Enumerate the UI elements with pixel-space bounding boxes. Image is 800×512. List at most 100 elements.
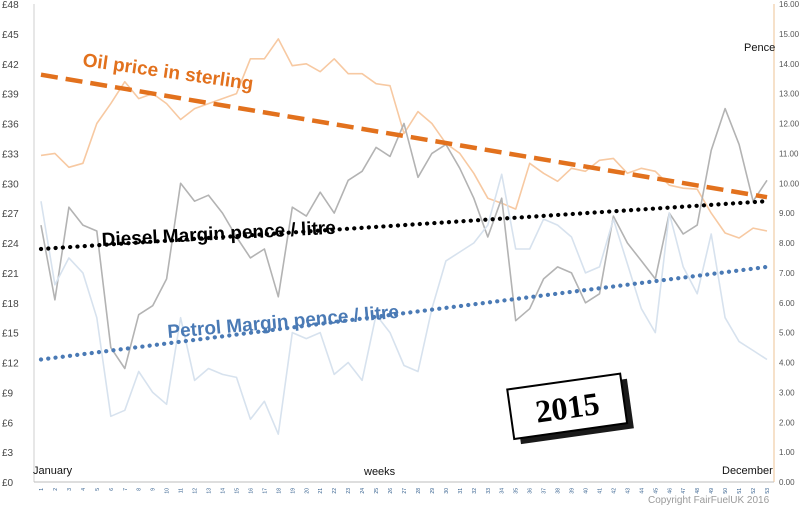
left-tick-label: £42 bbox=[2, 60, 19, 71]
right-tick-label: 7.00 bbox=[779, 269, 795, 278]
right-tick-label: 3.00 bbox=[779, 388, 795, 397]
oil-price-in-sterling-series-line bbox=[40, 38, 768, 239]
left-tick-label: £36 bbox=[2, 120, 19, 131]
right-tick-label: 14.00 bbox=[779, 60, 800, 69]
week-tick-label: 1 bbox=[39, 488, 45, 491]
week-tick-label: 37 bbox=[542, 488, 548, 494]
week-tick-label: 45 bbox=[653, 488, 659, 494]
week-tick-label: 20 bbox=[304, 488, 310, 494]
petrol-trend-label: Petrol Margin pence / litre bbox=[167, 302, 400, 343]
week-tick-label: 32 bbox=[472, 488, 478, 494]
right-tick-label: 12.00 bbox=[779, 120, 800, 129]
week-tick-label: 25 bbox=[374, 488, 380, 494]
copyright-text: Copyright FairFuelUK 2016 bbox=[648, 495, 770, 506]
week-axis-ticks: 1 2 3 4 5 6 7 8 9 10 11 12 13 14 15 16 17 18 19 20 21 22 23 24 2… bbox=[39, 488, 771, 494]
series-lines bbox=[40, 38, 768, 436]
diesel-trend-label: Diesel Margin pence / litre bbox=[101, 218, 336, 251]
week-tick-label: 39 bbox=[570, 488, 576, 494]
week-tick-label: 27 bbox=[402, 488, 408, 494]
week-tick-label: 52 bbox=[751, 488, 757, 494]
right-tick-label: 5.00 bbox=[779, 329, 795, 338]
right-tick-label: 16.00 bbox=[779, 0, 800, 9]
left-tick-label: £33 bbox=[2, 149, 19, 160]
left-tick-label: £48 bbox=[2, 0, 19, 11]
trend-lines bbox=[38, 72, 770, 362]
week-tick-label: 50 bbox=[723, 488, 729, 494]
left-tick-label: £45 bbox=[2, 30, 19, 41]
right-tick-label: 2.00 bbox=[779, 418, 795, 427]
week-tick-label: 43 bbox=[625, 488, 631, 494]
week-tick-label: 19 bbox=[290, 488, 296, 494]
left-tick-label: £39 bbox=[2, 90, 19, 101]
left-tick-label: £27 bbox=[2, 209, 19, 220]
diesel-margin-pence-litre-trendline bbox=[38, 199, 770, 252]
week-tick-label: 6 bbox=[109, 488, 115, 491]
week-tick-label: 17 bbox=[262, 488, 268, 494]
left-tick-label: £15 bbox=[2, 329, 19, 340]
right-axis-ticks: 0.00 1.00 2.00 3.00 4.00 5.00 6.00 7.00 8.00 9.00… bbox=[779, 0, 800, 487]
week-tick-label: 15 bbox=[234, 488, 240, 494]
week-tick-label: 9 bbox=[151, 488, 157, 491]
week-tick-label: 4 bbox=[81, 488, 87, 491]
right-tick-label: 11.00 bbox=[779, 149, 799, 158]
petrol-margin-pence-litre-series-line bbox=[40, 173, 768, 436]
right-tick-label: 13.00 bbox=[779, 90, 800, 99]
left-tick-label: £21 bbox=[2, 269, 19, 280]
oil-price-in-sterling-trendline bbox=[40, 72, 768, 200]
week-tick-label: 2 bbox=[53, 488, 59, 491]
left-tick-label: £9 bbox=[2, 388, 14, 399]
left-tick-label: £6 bbox=[2, 418, 14, 429]
year-stamp-box bbox=[506, 372, 629, 441]
left-tick-label: £18 bbox=[2, 299, 19, 310]
diesel-margin-pence-litre-series-line bbox=[40, 107, 768, 370]
right-tick-label: 15.00 bbox=[779, 30, 800, 39]
right-tick-label: 10.00 bbox=[779, 179, 800, 188]
week-tick-label: 12 bbox=[193, 488, 199, 494]
left-tick-label: £24 bbox=[2, 239, 19, 250]
week-tick-label: 29 bbox=[430, 488, 436, 494]
week-tick-label: 23 bbox=[346, 488, 352, 494]
week-tick-label: 51 bbox=[737, 488, 743, 494]
week-tick-label: 53 bbox=[765, 488, 771, 494]
left-axis-ticks: £0 £3 £6 £9 £12 £15 £18 £21 £24 £27 £30 £33 £36 £39 £4… bbox=[2, 0, 19, 489]
week-tick-label: 13 bbox=[207, 488, 213, 494]
week-tick-label: 38 bbox=[556, 488, 562, 494]
left-tick-label: £3 bbox=[2, 448, 14, 459]
week-tick-label: 28 bbox=[416, 488, 422, 494]
left-tick-label: £0 bbox=[2, 478, 14, 489]
week-tick-label: 24 bbox=[360, 488, 366, 494]
week-tick-label: 44 bbox=[639, 488, 645, 494]
week-tick-label: 22 bbox=[332, 488, 338, 494]
week-tick-label: 16 bbox=[248, 488, 254, 494]
week-tick-label: 3 bbox=[67, 488, 73, 491]
right-tick-label: 9.00 bbox=[779, 209, 795, 218]
right-tick-label: 4.00 bbox=[779, 359, 795, 368]
week-tick-label: 10 bbox=[165, 488, 171, 494]
week-tick-label: 47 bbox=[681, 488, 687, 494]
left-tick-label: £12 bbox=[2, 359, 19, 370]
right-tick-label: 0.00 bbox=[779, 478, 795, 487]
week-tick-label: 30 bbox=[444, 488, 450, 494]
left-tick-label: £30 bbox=[2, 179, 19, 190]
right-tick-label: 1.00 bbox=[779, 448, 795, 457]
week-tick-label: 31 bbox=[458, 488, 464, 494]
week-tick-label: 21 bbox=[318, 488, 324, 494]
right-tick-label: 8.00 bbox=[779, 239, 795, 248]
right-axis-title: Pence bbox=[744, 42, 775, 54]
right-tick-label: 6.00 bbox=[779, 299, 795, 308]
week-tick-label: 18 bbox=[276, 488, 282, 494]
week-tick-label: 40 bbox=[584, 488, 590, 494]
week-tick-label: 41 bbox=[597, 488, 603, 494]
plot-frame bbox=[33, 4, 775, 483]
week-tick-label: 46 bbox=[667, 488, 673, 494]
week-tick-label: 7 bbox=[123, 488, 129, 491]
week-tick-label: 8 bbox=[137, 488, 143, 491]
chart-title: 2015 bbox=[533, 385, 601, 430]
week-tick-label: 35 bbox=[514, 488, 520, 494]
x-axis-title: weeks bbox=[363, 466, 396, 478]
week-tick-label: 48 bbox=[695, 488, 701, 494]
week-tick-label: 36 bbox=[528, 488, 534, 494]
x-end-label: December bbox=[722, 465, 773, 477]
week-tick-label: 49 bbox=[709, 488, 715, 494]
year-stamp: 2015 bbox=[506, 372, 634, 445]
